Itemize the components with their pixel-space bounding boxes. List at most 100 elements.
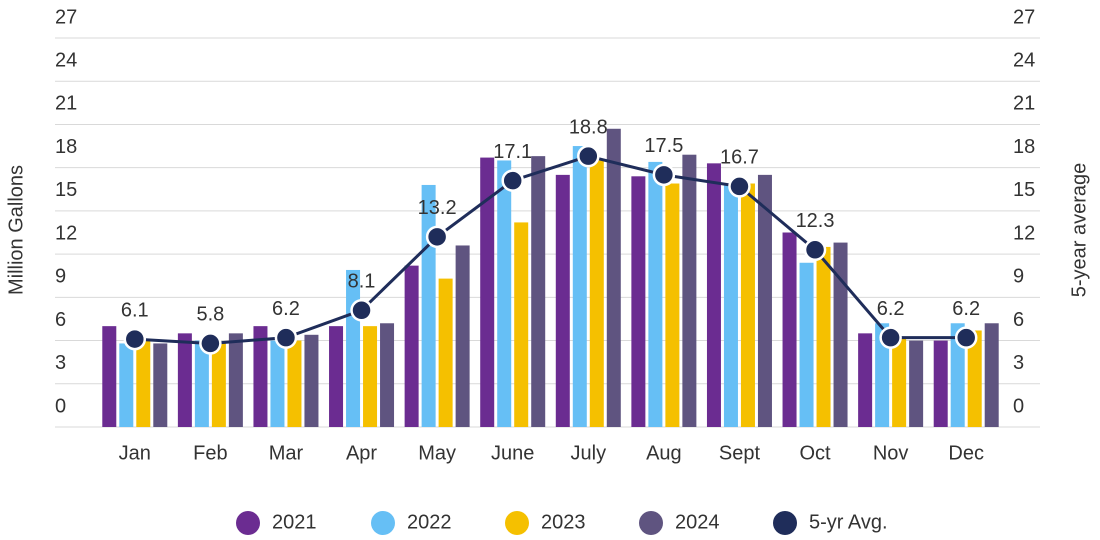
legend-label: 2022: [407, 511, 452, 533]
x-tick-label: Apr: [346, 442, 377, 464]
bar: [514, 222, 529, 427]
bar: [706, 163, 721, 427]
bar: [757, 174, 772, 427]
bar: [950, 323, 965, 427]
bar: [648, 161, 663, 428]
bar: [329, 326, 344, 427]
y-tick-label: 27: [55, 6, 77, 28]
bar: [933, 340, 948, 427]
line-point: [123, 327, 147, 351]
y-tick-label: 6: [55, 309, 66, 331]
data-label: 6.1: [121, 299, 149, 321]
legend-swatch: [773, 511, 797, 535]
line-point: [954, 326, 978, 349]
bar: [984, 323, 999, 427]
bar: [631, 176, 646, 427]
bar: [782, 232, 797, 427]
y2-tick-label: 6: [1013, 309, 1024, 331]
x-tick-label: Nov: [873, 442, 909, 464]
y2-tick-label: 9: [1013, 266, 1024, 288]
bar: [682, 154, 697, 427]
line-point: [350, 299, 373, 322]
bar: [589, 160, 604, 428]
bar: [555, 174, 570, 427]
x-tick-label: May: [418, 442, 456, 464]
legend-label: 2021: [272, 511, 317, 533]
data-label: 6.2: [272, 298, 300, 320]
bar: [572, 146, 587, 428]
data-label: 17.1: [493, 141, 532, 163]
y2-tick-label: 0: [1013, 395, 1024, 417]
bar: [967, 330, 982, 427]
bar: [270, 340, 285, 427]
legend-label: 2023: [541, 511, 586, 533]
y2-tick-label: 3: [1013, 352, 1024, 374]
y-tick-label: 3: [55, 352, 66, 374]
bar: [875, 323, 890, 427]
bar: [665, 183, 680, 427]
bar: [723, 184, 738, 427]
line-point: [803, 238, 827, 262]
y2-tick-label: 24: [1013, 50, 1035, 72]
data-label: 12.3: [796, 210, 835, 232]
bar: [404, 265, 419, 427]
x-tick-label: June: [491, 442, 534, 464]
x-tick-label: Dec: [948, 442, 984, 464]
bar: [833, 242, 848, 427]
legend-swatch: [371, 511, 395, 535]
bar: [304, 334, 319, 427]
y2-tick-label: 15: [1013, 179, 1035, 201]
x-tick-label: Mar: [269, 442, 304, 464]
data-label: 6.2: [952, 298, 980, 320]
legend-swatch: [639, 511, 663, 535]
line-point: [501, 169, 524, 192]
y2-tick-label: 18: [1013, 136, 1035, 158]
bar: [816, 246, 831, 427]
bar: [363, 326, 378, 427]
bar: [136, 340, 151, 427]
data-label: 6.2: [877, 298, 905, 320]
bar: [799, 262, 814, 427]
data-label: 8.1: [348, 271, 376, 293]
y-tick-label: 15: [55, 179, 77, 201]
data-label: 5.8: [196, 304, 224, 326]
y-tick-label: 21: [55, 93, 77, 115]
bar: [438, 278, 453, 427]
bar: [194, 340, 209, 427]
x-tick-label: Feb: [193, 442, 227, 464]
data-label: 17.5: [644, 135, 683, 157]
bar: [119, 343, 134, 427]
bar: [346, 269, 361, 427]
y2-axis-title: 5-year average: [1068, 163, 1090, 298]
y2-tick-label: 21: [1013, 93, 1035, 115]
y-axis-title: Million Gallons: [5, 165, 27, 295]
bar: [153, 343, 168, 427]
bar: [211, 343, 226, 427]
legend-label: 5-yr Avg.: [809, 511, 888, 533]
bar: [858, 333, 873, 427]
legend-label: 2024: [675, 511, 720, 533]
y-tick-label: 24: [55, 50, 77, 72]
line-point: [425, 225, 449, 249]
bar: [740, 183, 755, 427]
legend-swatch: [505, 511, 529, 535]
y-tick-label: 9: [55, 266, 66, 288]
bar: [892, 337, 907, 427]
bar: [909, 340, 924, 427]
bar: [228, 333, 243, 427]
x-tick-label: Jan: [119, 442, 151, 464]
bar: [606, 128, 621, 427]
x-tick-label: Aug: [646, 442, 682, 464]
line-point: [728, 175, 751, 198]
bar: [380, 323, 395, 427]
line-point: [879, 326, 902, 349]
x-tick-label: Oct: [799, 442, 831, 464]
bar: [287, 340, 302, 427]
bar: [421, 184, 436, 427]
data-label: 13.2: [418, 197, 457, 219]
line-point: [652, 163, 676, 187]
x-tick-label: Sept: [719, 442, 761, 464]
line-point: [199, 332, 222, 355]
data-label: 18.8: [569, 116, 608, 138]
